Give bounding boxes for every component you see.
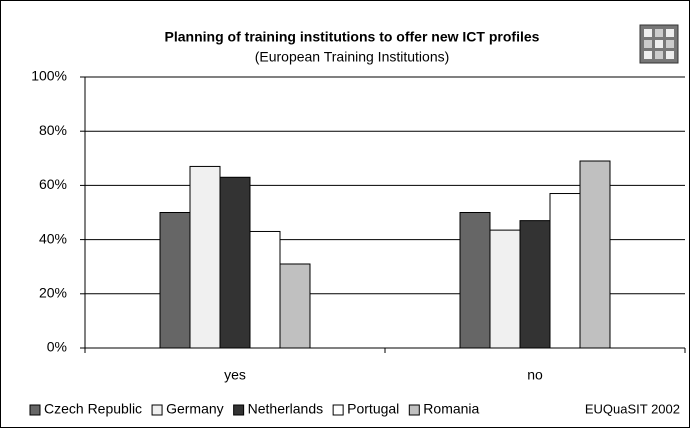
y-tick-label: 20% (39, 285, 67, 301)
y-tick-label: 60% (39, 176, 67, 192)
x-tick-label: yes (224, 367, 246, 383)
y-tick-label: 0% (47, 339, 67, 355)
logo-icon (639, 24, 679, 64)
bar (459, 212, 491, 349)
legend-swatch (151, 404, 163, 416)
chart-title: Planning of training institutions to off… (165, 29, 540, 45)
legend-label: Czech Republic (44, 401, 142, 417)
bar (579, 160, 611, 349)
y-tick-label: 80% (39, 122, 67, 138)
y-tick-label: 100% (31, 68, 67, 84)
legend-label: Portugal (347, 401, 399, 417)
bar (279, 263, 311, 349)
bar (489, 229, 521, 349)
bar (519, 220, 551, 349)
bar (219, 176, 251, 349)
x-tick-label: no (527, 367, 543, 383)
legend-label: Germany (166, 401, 224, 417)
bar (159, 212, 191, 349)
legend-swatch (233, 404, 245, 416)
y-tick-label: 40% (39, 230, 67, 246)
legend-label: Romania (423, 401, 479, 417)
bar (549, 193, 581, 349)
bar (249, 230, 281, 349)
chart-subtitle: (European Training Institutions) (255, 49, 450, 65)
source-note: EUQuaSIT 2002 (585, 401, 680, 416)
legend-swatch (332, 404, 344, 416)
legend-swatch (29, 404, 41, 416)
bar (189, 165, 221, 349)
legend-label: Netherlands (248, 401, 324, 417)
legend-swatch (408, 404, 420, 416)
